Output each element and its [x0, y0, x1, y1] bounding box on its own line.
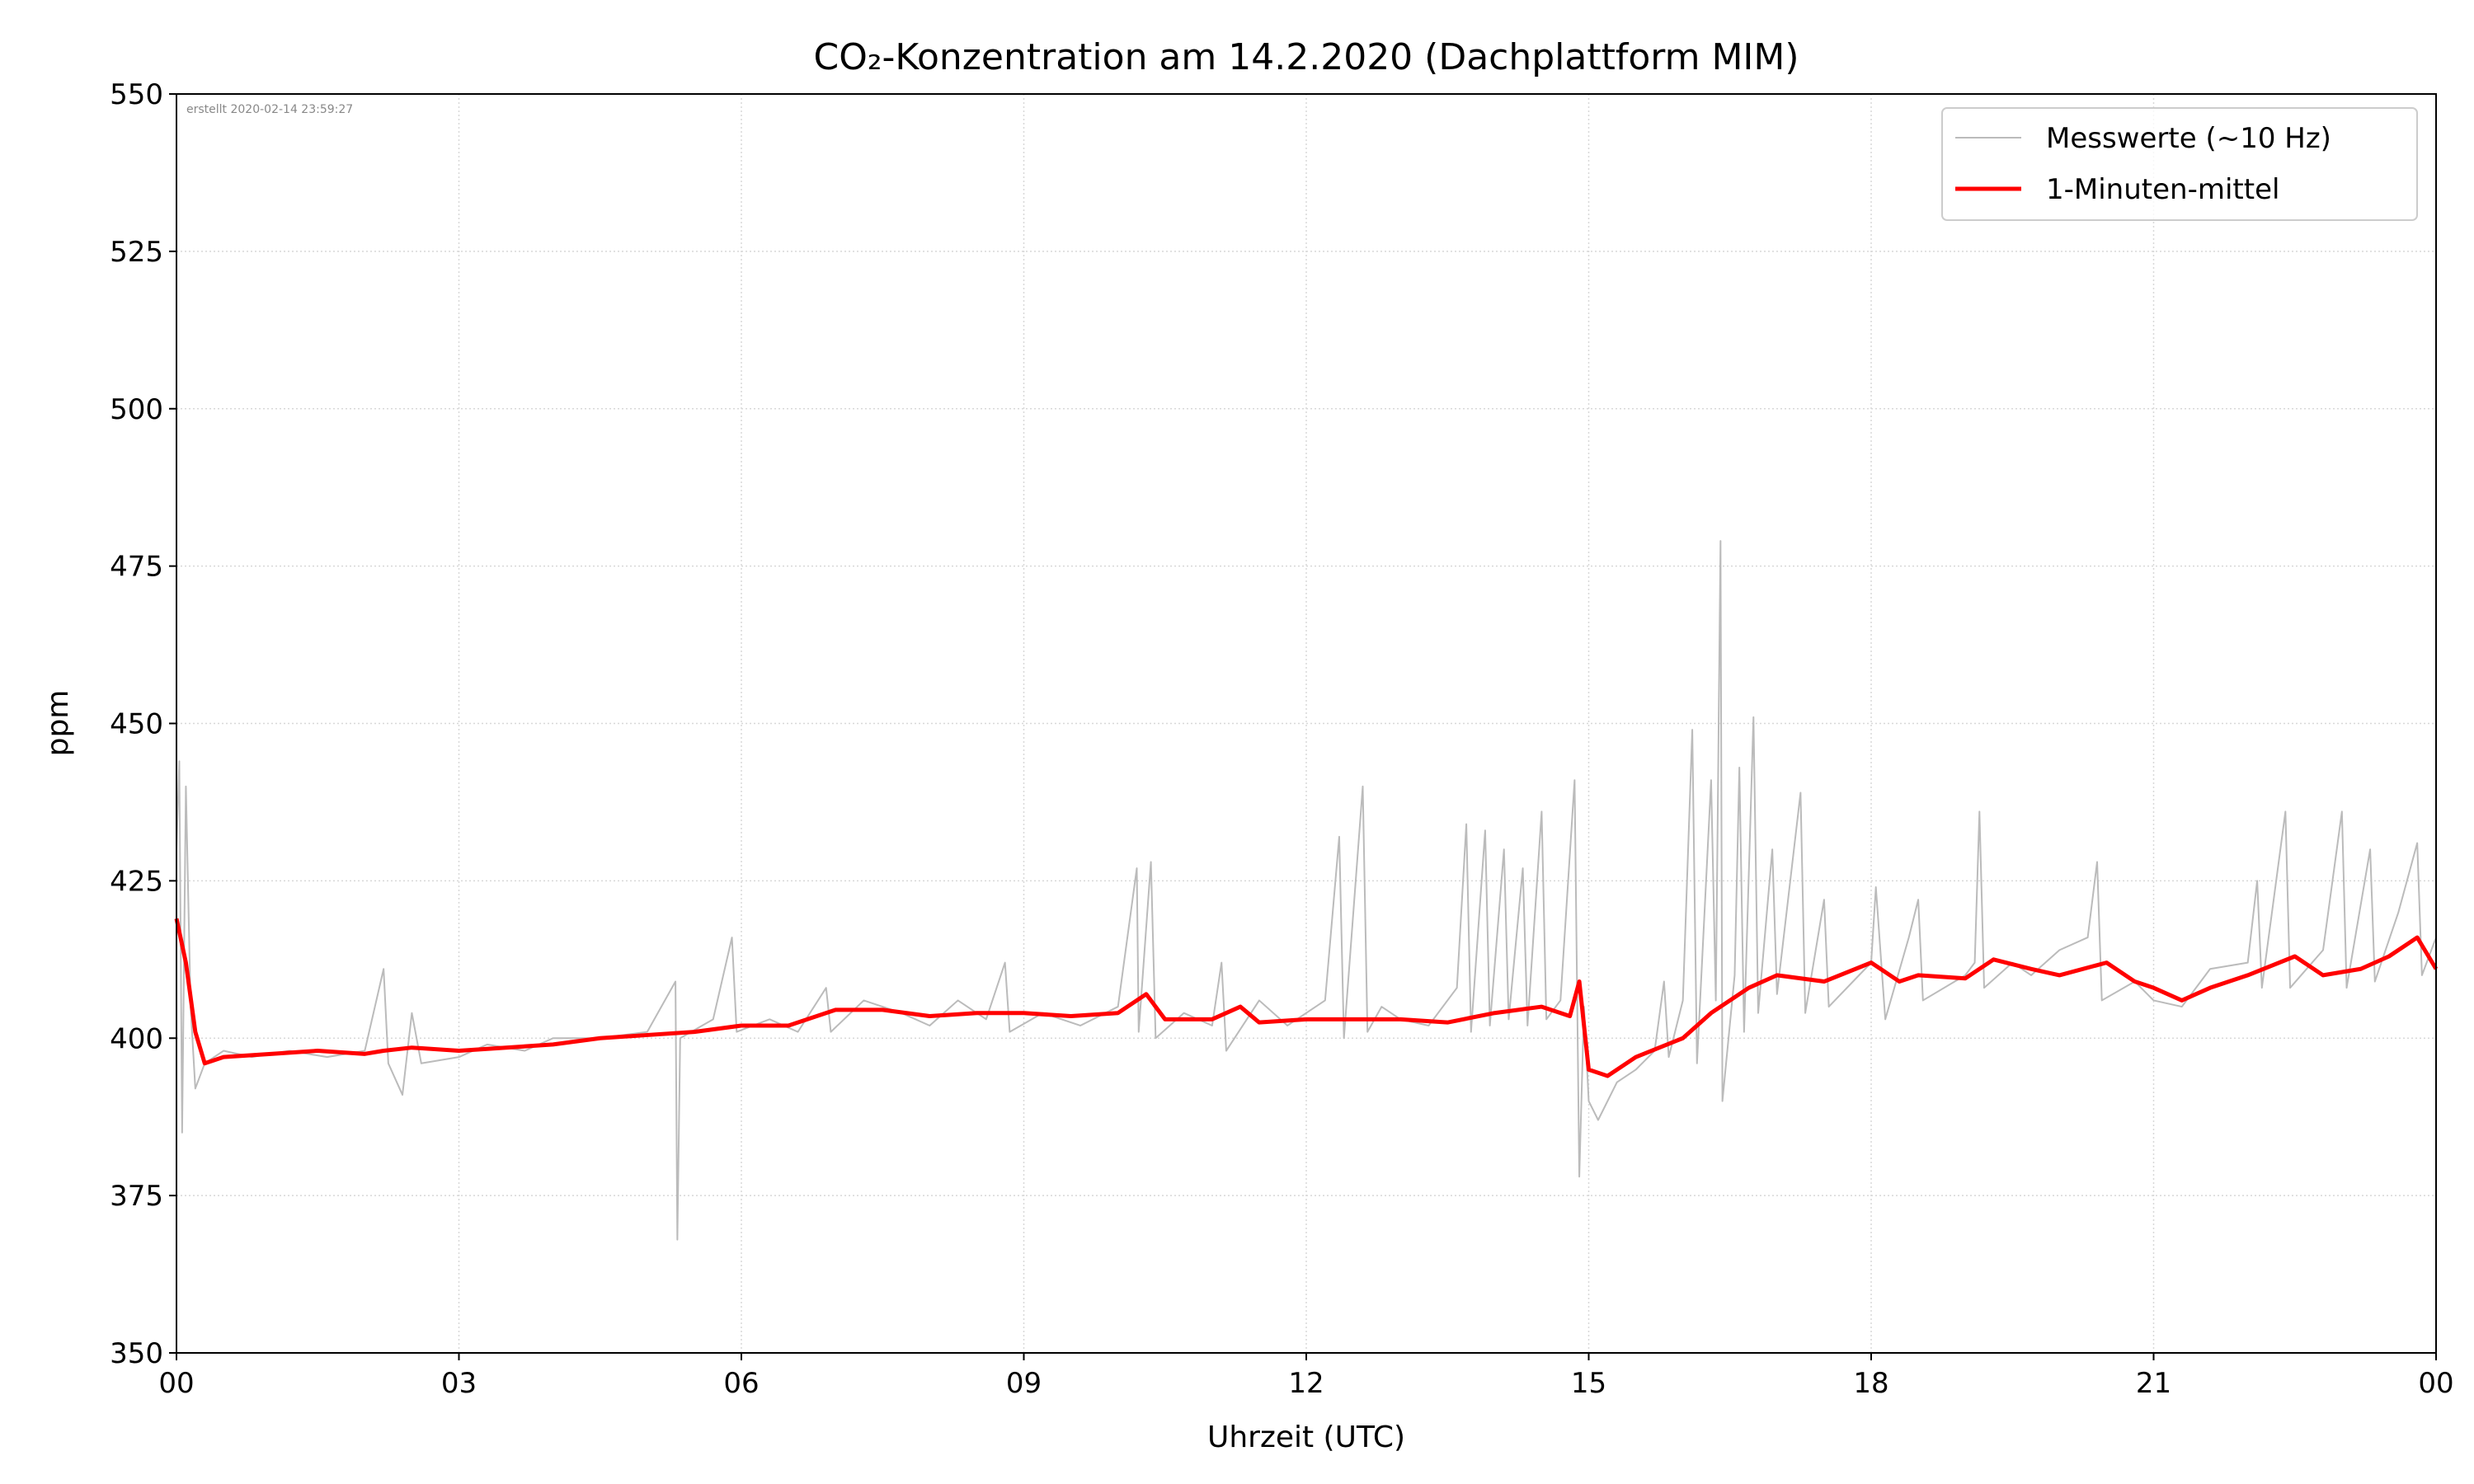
x-tick-label: 21: [2136, 1367, 2171, 1400]
x-tick-label: 12: [1288, 1367, 1324, 1400]
y-tick-label: 425: [110, 865, 163, 898]
chart-title: CO₂-Konzentration am 14.2.2020 (Dachplat…: [813, 36, 1799, 78]
y-tick-label: 450: [110, 708, 163, 741]
y-axis-label: ppm: [41, 690, 75, 757]
x-tick-label: 15: [1571, 1367, 1606, 1400]
x-tick-label: 09: [1006, 1367, 1042, 1400]
annotation: erstellt 2020-02-14 23:59:27: [186, 103, 353, 116]
legend-label: 1-Minuten-mittel: [2046, 173, 2279, 206]
x-tick-label: 06: [723, 1367, 759, 1400]
x-tick-label: 00: [2418, 1367, 2453, 1400]
legend-box: [1941, 107, 2418, 221]
y-tick-label: 475: [110, 551, 163, 584]
line-series: [174, 918, 2439, 1078]
legend-label: Messwerte (~10 Hz): [2046, 122, 2331, 155]
plot-frame: [176, 93, 2437, 1354]
x-tick-label: 18: [1853, 1367, 1888, 1400]
y-tick-label: 525: [110, 236, 163, 269]
y-tick-label: 500: [110, 393, 163, 426]
y-tick-label: 375: [110, 1180, 163, 1213]
y-tick-label: 400: [110, 1022, 163, 1055]
x-tick-label: 03: [441, 1367, 477, 1400]
x-axis-label: Uhrzeit (UTC): [1207, 1421, 1405, 1454]
x-tick-label: 00: [158, 1367, 194, 1400]
y-tick-label: 550: [110, 78, 163, 111]
y-tick-label: 350: [110, 1337, 163, 1370]
line-series: [176, 540, 2437, 1241]
